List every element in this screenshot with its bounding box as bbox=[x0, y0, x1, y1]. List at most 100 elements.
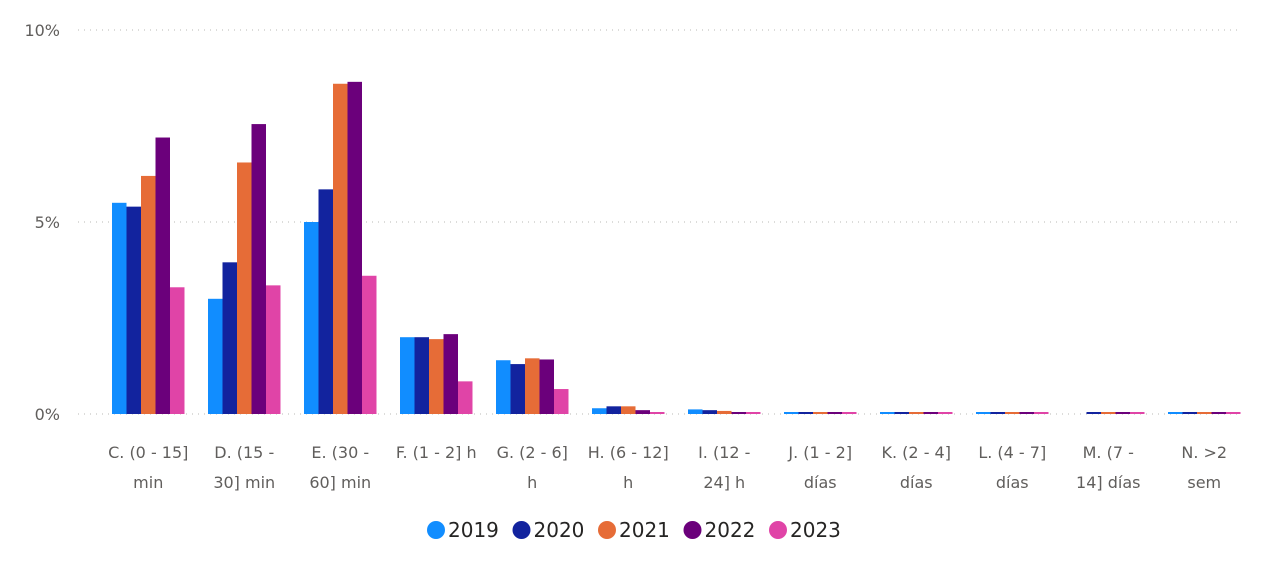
bar-2020-11[interactable] bbox=[1182, 412, 1198, 414]
bar-2020-7[interactable] bbox=[798, 412, 814, 414]
x-category-label: días bbox=[804, 473, 837, 492]
bar-2021-4[interactable] bbox=[525, 358, 540, 414]
x-category-label: h bbox=[623, 473, 633, 492]
x-category-label: E. (30 - bbox=[311, 443, 369, 462]
legend[interactable]: 2019 2020 2021 2022 2023 bbox=[427, 518, 841, 542]
x-category-label: L. (4 - 7] bbox=[978, 443, 1046, 462]
bar-2022-7[interactable] bbox=[827, 412, 843, 414]
bar-2020-5[interactable] bbox=[606, 406, 622, 414]
x-category-label: sem bbox=[1187, 473, 1221, 492]
bar-2023-6[interactable] bbox=[746, 412, 761, 414]
bar-2023-7[interactable] bbox=[842, 412, 857, 414]
bar-2019-1[interactable] bbox=[208, 298, 223, 414]
y-axis-ticks: 0% 5% 10% bbox=[24, 21, 60, 424]
bar-2022-11[interactable] bbox=[1211, 412, 1227, 414]
x-category-label: G. (2 - 6] bbox=[497, 443, 568, 462]
x-category-label: días bbox=[996, 473, 1029, 492]
bar-2019-0[interactable] bbox=[112, 202, 127, 414]
bar-2021-9[interactable] bbox=[1005, 412, 1020, 414]
bar-2021-1[interactable] bbox=[237, 162, 252, 414]
y-tick-label: 10% bbox=[24, 21, 60, 40]
bar-2021-0[interactable] bbox=[141, 175, 156, 414]
bar-2020-6[interactable] bbox=[702, 410, 718, 414]
bar-2020-2[interactable] bbox=[318, 189, 334, 414]
bar-2019-2[interactable] bbox=[304, 222, 319, 414]
bar-2023-3[interactable] bbox=[458, 381, 473, 414]
bar-2021-6[interactable] bbox=[717, 410, 732, 414]
x-category-label: 24] h bbox=[703, 473, 745, 492]
x-category-label: h bbox=[527, 473, 537, 492]
legend-marker-2020 bbox=[512, 521, 531, 539]
bar-2019-5[interactable] bbox=[592, 408, 607, 414]
bar-2022-9[interactable] bbox=[1019, 412, 1035, 414]
bar-2020-8[interactable] bbox=[894, 412, 910, 414]
bar-2023-4[interactable] bbox=[554, 389, 569, 414]
bar-2022-10[interactable] bbox=[1115, 412, 1131, 414]
bar-2021-5[interactable] bbox=[621, 406, 636, 414]
bar-2019-11[interactable] bbox=[1168, 412, 1183, 414]
bar-2021-7[interactable] bbox=[813, 412, 828, 414]
bar-2020-3[interactable] bbox=[414, 337, 430, 414]
bar-2023-2[interactable] bbox=[362, 275, 377, 414]
bar-2019-9[interactable] bbox=[976, 412, 991, 414]
bar-2023-11[interactable] bbox=[1226, 412, 1241, 414]
legend-marker-2022 bbox=[683, 521, 702, 539]
bar-2019-8[interactable] bbox=[880, 412, 895, 414]
bar-2023-1[interactable] bbox=[266, 285, 281, 414]
bar-2022-8[interactable] bbox=[923, 412, 939, 414]
bar-2020-9[interactable] bbox=[990, 412, 1006, 414]
bar-2023-8[interactable] bbox=[938, 412, 953, 414]
y-tick-label: 5% bbox=[35, 213, 60, 232]
x-category-label: F. (1 - 2] h bbox=[396, 443, 477, 462]
x-category-label: C. (0 - 15] bbox=[108, 443, 188, 462]
x-category-label: N. >2 bbox=[1181, 443, 1227, 462]
bar-2020-0[interactable] bbox=[126, 206, 142, 414]
bar-2019-7[interactable] bbox=[784, 412, 799, 414]
bar-2021-11[interactable] bbox=[1197, 412, 1212, 414]
bar-2022-1[interactable] bbox=[251, 124, 267, 414]
bar-2022-0[interactable] bbox=[155, 137, 171, 414]
x-category-label: K. (2 - 4] bbox=[882, 443, 951, 462]
bars bbox=[112, 81, 1241, 414]
bar-2021-2[interactable] bbox=[333, 83, 348, 414]
x-category-label: H. (6 - 12] bbox=[588, 443, 669, 462]
legend-label-2021[interactable]: 2021 bbox=[619, 518, 670, 542]
x-category-label: D. (15 - bbox=[214, 443, 274, 462]
legend-label-2022[interactable]: 2022 bbox=[705, 518, 756, 542]
bar-2020-1[interactable] bbox=[222, 262, 238, 414]
x-category-label: M. (7 - bbox=[1083, 443, 1134, 462]
bar-2023-10[interactable] bbox=[1130, 412, 1145, 414]
legend-marker-2021 bbox=[598, 521, 616, 539]
bar-2021-10[interactable] bbox=[1101, 412, 1116, 414]
x-category-label: días bbox=[900, 473, 933, 492]
bar-2023-0[interactable] bbox=[170, 287, 185, 414]
bar-2020-10[interactable] bbox=[1086, 412, 1102, 414]
x-category-label: J. (1 - 2] bbox=[787, 443, 852, 462]
bar-2022-3[interactable] bbox=[443, 334, 459, 414]
x-category-label: min bbox=[133, 473, 163, 492]
legend-label-2023[interactable]: 2023 bbox=[790, 518, 841, 542]
y-tick-label: 0% bbox=[35, 405, 60, 424]
legend-marker-2023 bbox=[769, 521, 787, 539]
bar-2023-9[interactable] bbox=[1034, 412, 1049, 414]
bar-2021-8[interactable] bbox=[909, 412, 924, 414]
bar-2022-4[interactable] bbox=[539, 359, 555, 414]
bar-2019-4[interactable] bbox=[496, 360, 511, 414]
bar-2019-6[interactable] bbox=[688, 409, 703, 414]
bar-2022-2[interactable] bbox=[347, 81, 363, 414]
legend-label-2019[interactable]: 2019 bbox=[448, 518, 499, 542]
legend-marker-2019 bbox=[427, 521, 445, 539]
bar-2023-5[interactable] bbox=[650, 412, 665, 414]
x-category-label: 60] min bbox=[309, 473, 371, 492]
x-category-label: I. (12 - bbox=[698, 443, 750, 462]
legend-label-2020[interactable]: 2020 bbox=[534, 518, 585, 542]
x-category-label: 14] días bbox=[1076, 473, 1140, 492]
x-category-label: 30] min bbox=[213, 473, 275, 492]
bar-2022-6[interactable] bbox=[731, 412, 747, 414]
bar-2019-3[interactable] bbox=[400, 337, 415, 414]
x-axis-labels: C. (0 - 15] min D. (15 - 30] min E. (30 - 60]… bbox=[108, 443, 1227, 492]
bar-2022-5[interactable] bbox=[635, 410, 651, 414]
bar-2020-4[interactable] bbox=[510, 364, 526, 414]
bar-2021-3[interactable] bbox=[429, 339, 444, 414]
